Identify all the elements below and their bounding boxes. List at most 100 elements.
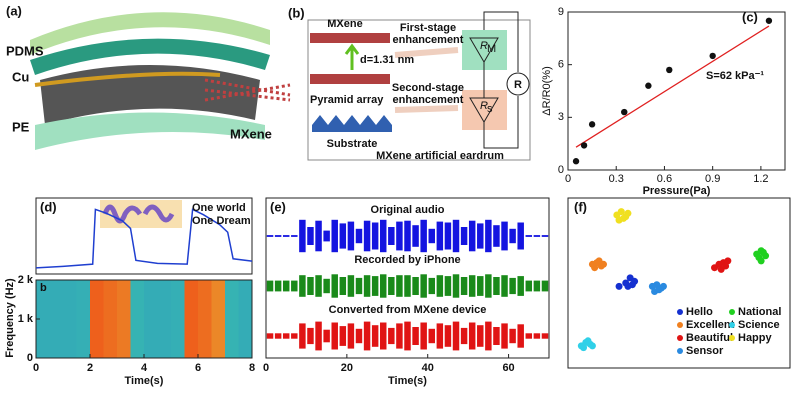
wave-burst	[315, 220, 322, 252]
y-axis-label: ΔR/R0(%)	[541, 66, 553, 116]
label: First-stage	[400, 22, 456, 34]
circuit	[483, 11, 519, 149]
wave-burst	[363, 220, 371, 252]
point	[624, 209, 632, 217]
point	[620, 214, 627, 222]
wave-burst	[380, 322, 387, 350]
x-axis-label: Time(s)	[125, 375, 164, 387]
point	[617, 208, 625, 216]
spectrogram-cell	[63, 280, 77, 358]
x-tick-label: 20	[341, 362, 353, 374]
y-tick-label: 0	[27, 352, 33, 364]
label: M	[487, 43, 496, 55]
spectrogram-cell	[49, 280, 64, 358]
x-tick-label: 2	[87, 362, 93, 374]
wave-burst	[477, 276, 484, 296]
point	[621, 108, 628, 116]
pdms-layer	[30, 12, 270, 56]
substrate	[312, 115, 392, 132]
wave-burst	[323, 278, 330, 294]
wave-burst	[396, 221, 403, 251]
wave-burst	[517, 276, 524, 296]
fit-line	[575, 25, 770, 148]
wave-burst	[388, 327, 395, 345]
wave-burst	[307, 227, 314, 245]
legend-label: Science	[738, 319, 780, 331]
x-tick-label: 4	[141, 362, 148, 374]
y-axis-label: Frequency (Hz)	[4, 278, 16, 358]
legend-label: Hello	[686, 306, 713, 318]
wave-burst	[525, 280, 533, 292]
wave-burst	[533, 333, 541, 339]
x-tick-label: 0.6	[657, 173, 672, 185]
annotation: One world	[192, 202, 246, 214]
wave-burst	[509, 328, 516, 344]
wave-burst	[291, 235, 298, 237]
wave-burst	[282, 333, 290, 339]
point	[591, 264, 599, 272]
panel-b: (b) MXene d=1.31 nm Pyramid array Substr…	[288, 5, 531, 162]
wave-burst	[347, 275, 355, 297]
spectrogram-cell	[211, 280, 226, 358]
wave-burst	[274, 333, 282, 339]
wave-burst	[299, 323, 306, 349]
mxene-layer	[310, 74, 390, 84]
point	[628, 281, 636, 289]
wave-burst	[420, 322, 427, 350]
spectrogram-cell	[117, 280, 131, 358]
legend-label: Beautiful	[686, 332, 733, 344]
wave-burst	[517, 324, 524, 348]
point	[572, 158, 580, 165]
spectrogram-cell	[144, 280, 158, 358]
wave-burst	[404, 220, 411, 252]
series-label: Recorded by iPhone	[354, 254, 460, 266]
wave-burst	[396, 275, 403, 297]
point	[615, 282, 623, 290]
panel-label: (b)	[288, 5, 305, 20]
x-tick-label: 0	[565, 173, 571, 185]
wave-burst	[412, 225, 419, 247]
panel-label: (a)	[6, 3, 22, 18]
panel-label: (d)	[40, 199, 57, 214]
wave-burst	[339, 277, 347, 295]
wave-burst	[274, 235, 282, 237]
point	[709, 52, 716, 60]
wave-burst	[493, 225, 500, 247]
plot-frame	[567, 11, 786, 171]
wave-burst	[266, 333, 274, 339]
wave-burst	[299, 275, 306, 297]
wave-burst	[436, 323, 444, 349]
wave-burst	[355, 277, 363, 295]
legend-marker	[729, 335, 735, 341]
series-label: Converted from MXene device	[329, 304, 487, 316]
wave-burst	[412, 327, 419, 345]
wave-burst	[485, 274, 492, 298]
plot-frame	[567, 197, 791, 369]
point	[759, 248, 767, 256]
legend-marker	[729, 322, 735, 328]
legend-marker	[677, 309, 683, 315]
plot-frame	[265, 197, 550, 359]
legend-label: Sensor	[686, 345, 724, 357]
spectrogram-cell	[130, 280, 145, 358]
wave-burst	[444, 325, 452, 347]
legend-marker	[729, 309, 735, 315]
wave-burst	[307, 327, 314, 345]
wave-burst	[493, 277, 500, 295]
y-tick-label: 3	[558, 111, 564, 123]
y-tick-label: 2 k	[18, 274, 34, 286]
label: Cu	[12, 69, 29, 84]
wave-burst	[452, 219, 460, 253]
label: d=1.31 nm	[360, 54, 414, 66]
point	[757, 257, 765, 265]
wave-burst	[331, 274, 338, 298]
wave-burst	[355, 328, 363, 344]
spectrogram-cell	[76, 280, 91, 358]
wave-burst	[501, 275, 508, 297]
signal-line	[35, 208, 253, 269]
label: enhancement	[393, 94, 464, 106]
wave-burst	[485, 219, 492, 253]
wave-burst	[509, 277, 516, 295]
wave-burst	[363, 275, 371, 297]
